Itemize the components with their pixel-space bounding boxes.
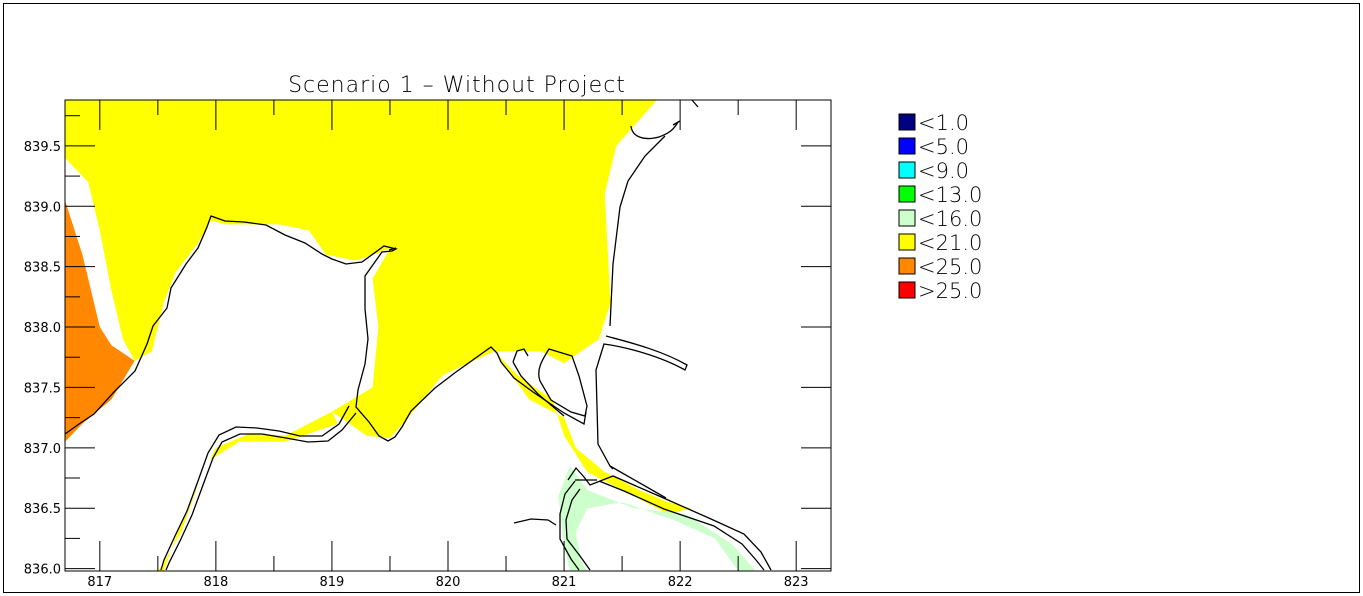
legend-label: <21.0 — [918, 231, 982, 255]
region-0 — [65, 100, 657, 439]
legend-label: >25.0 — [918, 279, 982, 303]
map-figure: Scenario 1 – Without Project 817 818 819 82… — [24, 73, 983, 590]
x-tick-label: 819 — [320, 575, 345, 590]
y-tick-label: 839.0 — [24, 200, 61, 215]
region-4 — [65, 200, 135, 442]
coastline-island — [538, 348, 588, 417]
y-tick-label: 838.0 — [24, 321, 61, 336]
x-tick-label: 822 — [668, 575, 693, 590]
legend-label: <9.0 — [918, 159, 969, 183]
legend-swatch — [898, 257, 916, 275]
coastline-central — [64, 215, 587, 442]
coastline-east — [595, 135, 688, 499]
legend-swatch — [898, 137, 916, 155]
channel-southeast — [559, 466, 772, 571]
region-2 — [157, 411, 338, 571]
contour-regions — [65, 100, 756, 571]
channel-east-upper — [512, 348, 614, 481]
legend-swatch — [898, 185, 916, 203]
x-tick-label: 821 — [552, 575, 577, 590]
y-tick-label: 838.5 — [24, 261, 61, 276]
shoreline-outlines — [64, 99, 772, 571]
y-axis: 836.0 836.5 837.0 837.5 838.0 838.5 839.0 839.5 — [24, 115, 831, 578]
jetty-lines — [388, 247, 557, 526]
x-tick-label: 820 — [436, 575, 461, 590]
legend-swatch — [898, 233, 916, 251]
y-tick-label: 837.5 — [24, 381, 61, 396]
y-tick-label: 836.0 — [24, 563, 61, 578]
y-tick-label: 839.5 — [24, 140, 61, 155]
legend-swatch — [898, 209, 916, 227]
region-1 — [494, 351, 692, 515]
legend-label: <16.0 — [918, 207, 982, 231]
coastline-north — [630, 99, 699, 140]
x-axis: 817 818 819 820 821 822 823 — [87, 100, 809, 590]
legend-swatch — [898, 113, 916, 131]
y-tick-label: 836.5 — [24, 502, 61, 517]
legend: <1.0<5.0<9.0<13.0<16.0<21.0<25.0>25.0 — [898, 111, 982, 303]
legend-label: <25.0 — [918, 255, 982, 279]
legend-swatch — [898, 281, 916, 299]
x-tick-label: 817 — [87, 575, 112, 590]
legend-label: <13.0 — [918, 183, 982, 207]
legend-label: <1.0 — [918, 111, 969, 135]
chart-title: Scenario 1 – Without Project — [288, 73, 626, 98]
legend-label: <5.0 — [918, 135, 969, 159]
x-tick-label: 823 — [784, 575, 809, 590]
legend-swatch — [898, 161, 916, 179]
channel-west — [160, 405, 357, 571]
y-tick-label: 837.0 — [24, 442, 61, 457]
plot-window: Scenario 1 – Without Project 817 818 819 82… — [3, 3, 1360, 593]
x-tick-label: 818 — [203, 575, 228, 590]
region-3 — [558, 465, 756, 571]
